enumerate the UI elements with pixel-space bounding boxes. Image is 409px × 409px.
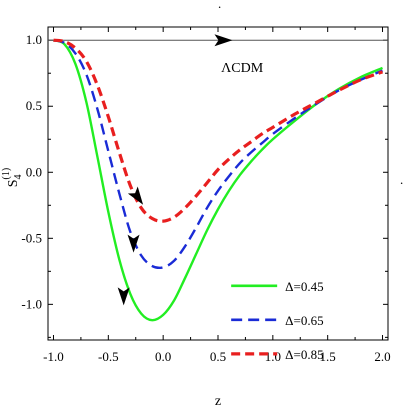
series-line-1 — [53, 39, 383, 322]
legend-label-2: Δ=0.65 — [285, 313, 323, 328]
legend-label-1: Δ=0.45 — [285, 279, 323, 294]
x-tick-label: 2.0 — [374, 349, 390, 364]
y-axis-label: S4(1) — [1, 168, 24, 187]
series-layer — [48, 38, 388, 322]
y-tick-label: 0.5 — [26, 98, 42, 113]
x-tick-label: -0.5 — [98, 349, 119, 364]
legend-label-3: Δ=0.85 — [285, 347, 323, 362]
stray-mark-top: . — [218, 0, 221, 11]
arrowhead — [127, 186, 144, 205]
y-tick-label: -0.5 — [21, 230, 42, 245]
x-axis-label: z — [215, 394, 221, 409]
y-tick-label: -1.0 — [21, 296, 42, 311]
arrowhead — [127, 234, 140, 253]
svg-text:S4(1): S4(1) — [1, 168, 24, 187]
y-axis-label-sub: 4 — [13, 174, 24, 179]
x-tick-label: 0.0 — [155, 349, 171, 364]
x-tick-label: 0.5 — [210, 349, 226, 364]
flow-arrow-icon — [127, 234, 140, 253]
stray-mark-right: . — [400, 172, 403, 187]
axis-ticks: -1.0 -0.5 0.0 0.5 1.0 1.5 2.0 1.0 0.5 0.0 -0.5 -1.0 — [21, 27, 391, 364]
arrow-layer — [117, 34, 233, 306]
y-axis-label-main: S — [6, 179, 21, 187]
x-tick-label: -1.0 — [43, 349, 64, 364]
y-tick-label: 1.0 — [26, 32, 42, 47]
y-tick-label: 0.0 — [26, 164, 42, 179]
series-line-2 — [53, 39, 383, 270]
y-axis-label-sup: (1) — [1, 168, 12, 180]
arrowhead — [214, 34, 233, 47]
x-tick-label: 1.5 — [320, 349, 336, 364]
plot-frame — [47, 26, 389, 341]
flow-arrow-icon — [127, 186, 144, 205]
lcdm-label: ΛCDM — [221, 61, 264, 76]
arrowhead — [117, 287, 130, 306]
x-tick-label: 1.0 — [265, 349, 281, 364]
flow-arrow-icon — [117, 287, 130, 306]
flow-arrow-icon — [214, 34, 233, 47]
legend: Δ=0.45 Δ=0.65 Δ=0.85 — [231, 279, 324, 362]
series-line-3 — [53, 38, 384, 223]
